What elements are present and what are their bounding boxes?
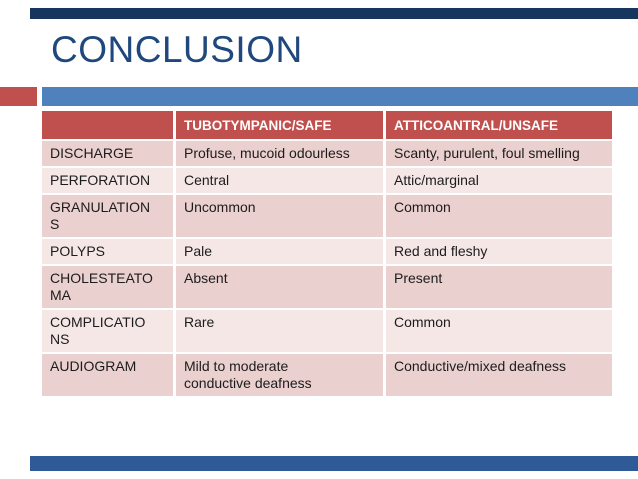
unsafe-cell: Present	[386, 266, 612, 310]
row-label-cell: PERFORATION	[42, 168, 176, 195]
row-label-cell: GRANULATION S	[42, 195, 176, 239]
safe-cell: Rare	[176, 310, 386, 354]
top-accent-bar	[30, 8, 638, 19]
row-label-cell: COMPLICATIO NS	[42, 310, 176, 354]
table-row: CHOLESTEATO MA Absent Present	[42, 266, 612, 310]
unsafe-cell: Scanty, purulent, foul smelling	[386, 141, 612, 168]
header-cell-safe: TUBOTYMPANIC/SAFE	[176, 111, 386, 141]
safe-cell: Uncommon	[176, 195, 386, 239]
table-row: AUDIOGRAM Mild to moderate conductive dea…	[42, 354, 612, 396]
blue-accent-bar	[42, 87, 638, 106]
unsafe-cell: Red and fleshy	[386, 239, 612, 266]
unsafe-cell: Attic/marginal	[386, 168, 612, 195]
red-accent-block	[0, 87, 37, 106]
unsafe-cell: Conductive/mixed deafness	[386, 354, 612, 396]
safe-cell: Absent	[176, 266, 386, 310]
table-row: COMPLICATIO NS Rare Common	[42, 310, 612, 354]
unsafe-cell: Common	[386, 195, 612, 239]
bottom-accent-bar	[30, 456, 638, 471]
table-body: DISCHARGE Profuse, mucoid odourless Scanty…	[42, 141, 612, 396]
slide-title: CONCLUSION	[51, 29, 303, 70]
table-row: GRANULATION S Uncommon Common	[42, 195, 612, 239]
table-row: DISCHARGE Profuse, mucoid odourless Scanty…	[42, 141, 612, 168]
safe-cell: Mild to moderate conductive deafness	[176, 354, 386, 396]
table-container: TUBOTYMPANIC/SAFE ATTICOANTRAL/UNSAFE DIS…	[42, 111, 612, 396]
safe-cell: Profuse, mucoid odourless	[176, 141, 386, 168]
row-label-cell: AUDIOGRAM	[42, 354, 176, 396]
unsafe-cell: Common	[386, 310, 612, 354]
header-cell-unsafe: ATTICOANTRAL/UNSAFE	[386, 111, 612, 141]
table-row: PERFORATION Central Attic/marginal	[42, 168, 612, 195]
table-row: POLYPS Pale Red and fleshy	[42, 239, 612, 266]
safe-cell: Central	[176, 168, 386, 195]
table-header-row: TUBOTYMPANIC/SAFE ATTICOANTRAL/UNSAFE	[42, 111, 612, 141]
row-label-cell: POLYPS	[42, 239, 176, 266]
table-header: TUBOTYMPANIC/SAFE ATTICOANTRAL/UNSAFE	[42, 111, 612, 141]
header-cell-empty	[42, 111, 176, 141]
safe-cell: Pale	[176, 239, 386, 266]
row-label-cell: DISCHARGE	[42, 141, 176, 168]
comparison-table: TUBOTYMPANIC/SAFE ATTICOANTRAL/UNSAFE DIS…	[42, 111, 612, 396]
row-label-cell: CHOLESTEATO MA	[42, 266, 176, 310]
